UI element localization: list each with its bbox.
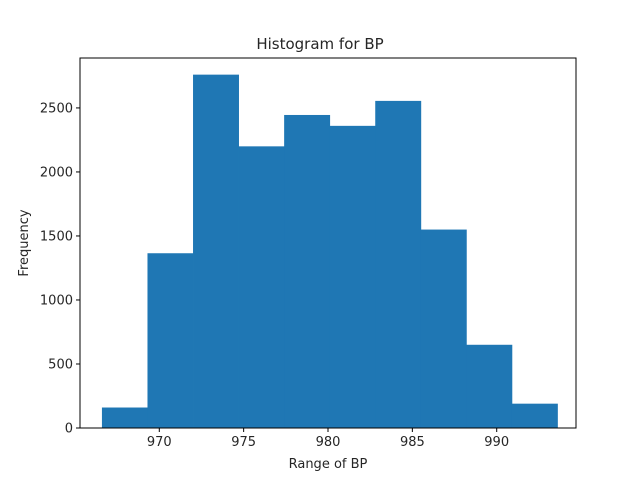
- y-tick-label: 0: [65, 422, 73, 437]
- x-axis-ticks: 970 975 980 985 990: [147, 428, 509, 450]
- x-tick-label: 970: [147, 435, 172, 450]
- histogram-bar: [511, 403, 558, 428]
- histogram-bar: [238, 146, 285, 428]
- chart-title: Histogram for BP: [256, 35, 383, 53]
- bars-group: [101, 74, 558, 428]
- histogram-bar: [420, 229, 467, 428]
- y-tick-label: 500: [48, 357, 73, 372]
- histogram-bar: [375, 100, 422, 428]
- histogram-bar: [466, 344, 513, 428]
- x-axis-label: Range of BP: [289, 457, 368, 472]
- plot-frame: [79, 57, 577, 429]
- y-axis-ticks: 0 500 1000 1500 2000 2500: [40, 101, 80, 437]
- y-tick-label: 1000: [40, 293, 73, 308]
- x-tick-label: 975: [231, 435, 256, 450]
- histogram-bar: [101, 407, 148, 428]
- y-tick-label: 2000: [40, 165, 73, 180]
- y-tick-label: 2500: [40, 101, 73, 116]
- x-tick-label: 980: [316, 435, 341, 450]
- x-tick-label: 990: [484, 435, 509, 450]
- histogram-bar: [284, 114, 331, 428]
- y-tick-label: 1500: [40, 229, 73, 244]
- histogram-bar: [147, 253, 194, 428]
- histogram-bar: [329, 125, 376, 428]
- x-tick-label: 985: [400, 435, 425, 450]
- y-axis-label: Frequency: [17, 209, 32, 276]
- histogram-bar: [193, 74, 239, 428]
